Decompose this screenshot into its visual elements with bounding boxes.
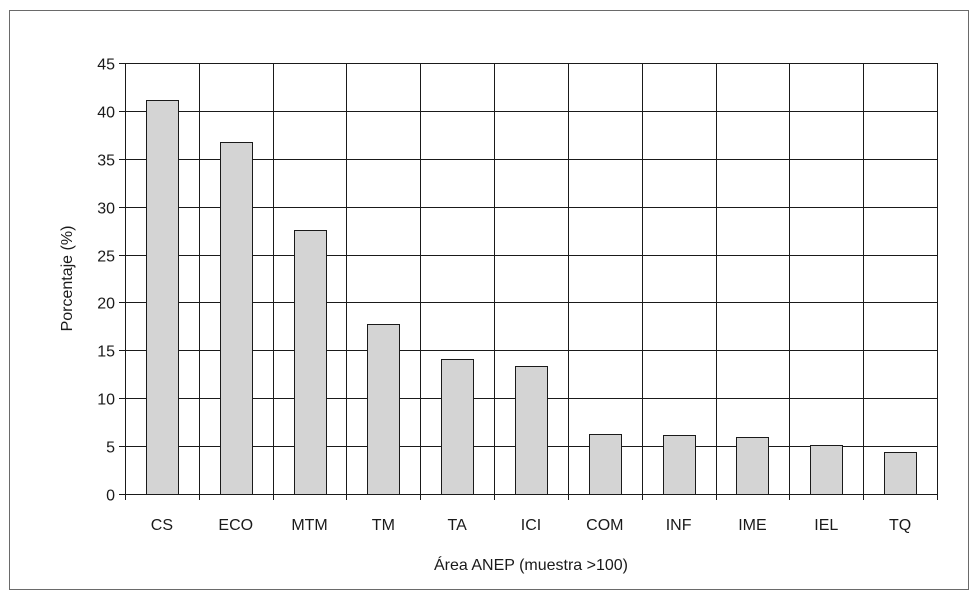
bar-cs — [146, 100, 179, 495]
bar-com — [589, 434, 622, 495]
x-tick-label-tq: TQ — [889, 517, 911, 534]
bar-tq — [884, 452, 917, 495]
bar-mtm — [294, 230, 327, 495]
y-tick-label: 25 — [97, 249, 115, 266]
bar-chart: 0 5 10 15 20 25 30 35 40 45 CS ECO MTM TM TA ICI COM INF I… — [59, 57, 938, 574]
bar-ta — [441, 359, 474, 495]
tick-labels: 0 5 10 15 20 25 30 35 40 45 CS ECO MTM TM TA ICI COM INF I… — [97, 57, 911, 535]
y-axis-title: Porcentaje (%) — [59, 226, 76, 332]
x-axis-title: Área ANEP (muestra >100) — [434, 555, 628, 574]
x-tick-label-ta: TA — [448, 517, 468, 534]
bar-ime — [736, 437, 769, 495]
x-tick-label-eco: ECO — [218, 517, 253, 534]
y-tick-label: 10 — [97, 392, 115, 409]
y-tick-label: 35 — [97, 153, 115, 170]
x-tick-label-cs: CS — [151, 517, 173, 534]
bar-inf — [663, 435, 696, 495]
chart-frame: 0 5 10 15 20 25 30 35 40 45 CS ECO MTM TM TA ICI COM INF I… — [9, 10, 969, 590]
x-tick-label-ici: ICI — [521, 517, 541, 534]
y-tick-label: 30 — [97, 201, 115, 218]
bar-iel — [810, 445, 843, 495]
y-tick-label: 15 — [97, 344, 115, 361]
x-tick-label-mtm: MTM — [291, 517, 327, 534]
bar-tm — [367, 324, 400, 495]
gridlines — [125, 63, 938, 494]
axes — [119, 63, 938, 500]
bars — [146, 100, 917, 495]
y-tick-label: 20 — [97, 296, 115, 313]
x-tick-label-ime: IME — [738, 517, 766, 534]
x-tick-label-com: COM — [586, 517, 623, 534]
bar-ici — [515, 366, 548, 495]
bar-eco — [220, 142, 253, 495]
y-tick-label: 40 — [97, 105, 115, 122]
y-tick-label: 45 — [97, 57, 115, 74]
x-tick-label-iel: IEL — [814, 517, 838, 534]
x-tick-label-inf: INF — [666, 517, 692, 534]
y-tick-label: 0 — [106, 488, 115, 505]
x-tick-label-tm: TM — [372, 517, 395, 534]
y-tick-label: 5 — [106, 440, 115, 457]
